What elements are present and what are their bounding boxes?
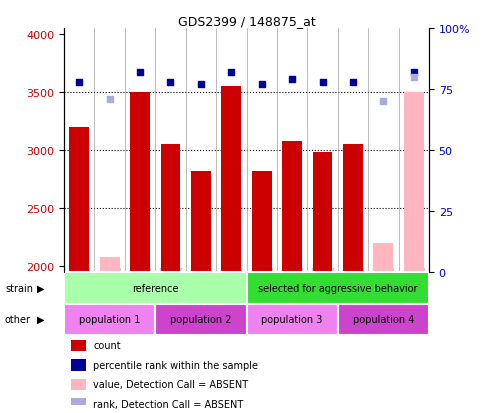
Bar (191, 171, 211, 273)
Point (349, 79, 357, 86)
Text: other: other (5, 314, 31, 325)
Point (227, 69, 235, 76)
Bar (130, 93, 150, 273)
Bar (71, 399, 86, 410)
Point (410, 69, 418, 76)
Bar (282, 141, 302, 273)
Point (380, 99, 387, 105)
Point (288, 77, 296, 83)
Text: rank, Detection Call = ABSENT: rank, Detection Call = ABSENT (93, 399, 244, 409)
Text: reference: reference (132, 283, 178, 293)
Point (106, 96, 113, 103)
Bar (404, 93, 423, 273)
Bar (221, 87, 241, 273)
Text: strain: strain (5, 283, 33, 293)
Bar (246, 273, 429, 304)
Bar (246, 304, 338, 335)
Text: ▶: ▶ (37, 283, 44, 293)
Point (318, 79, 326, 86)
Point (167, 79, 175, 86)
Text: population 1: population 1 (79, 314, 141, 325)
Bar (100, 257, 120, 273)
Text: count: count (93, 341, 121, 351)
Text: ▶: ▶ (37, 314, 44, 325)
Title: GDS2399 / 148875_at: GDS2399 / 148875_at (177, 15, 316, 28)
Bar (71, 379, 86, 390)
Text: population 4: population 4 (352, 314, 414, 325)
Bar (252, 171, 272, 273)
Text: population 2: population 2 (170, 314, 232, 325)
Bar (64, 273, 246, 304)
Text: percentile rank within the sample: percentile rank within the sample (93, 360, 258, 370)
Point (136, 69, 144, 76)
Text: selected for aggressive behavior: selected for aggressive behavior (258, 283, 418, 293)
Bar (71, 359, 86, 370)
Bar (161, 145, 180, 273)
Bar (343, 145, 363, 273)
Bar (313, 153, 332, 273)
Bar (155, 304, 246, 335)
Point (410, 74, 418, 81)
Point (75, 79, 83, 86)
Text: population 3: population 3 (261, 314, 323, 325)
Bar (338, 304, 429, 335)
Bar (71, 340, 86, 351)
Text: value, Detection Call = ABSENT: value, Detection Call = ABSENT (93, 380, 248, 389)
Bar (373, 244, 393, 273)
Point (197, 82, 205, 88)
Bar (64, 304, 155, 335)
Bar (70, 128, 89, 273)
Point (258, 82, 266, 88)
